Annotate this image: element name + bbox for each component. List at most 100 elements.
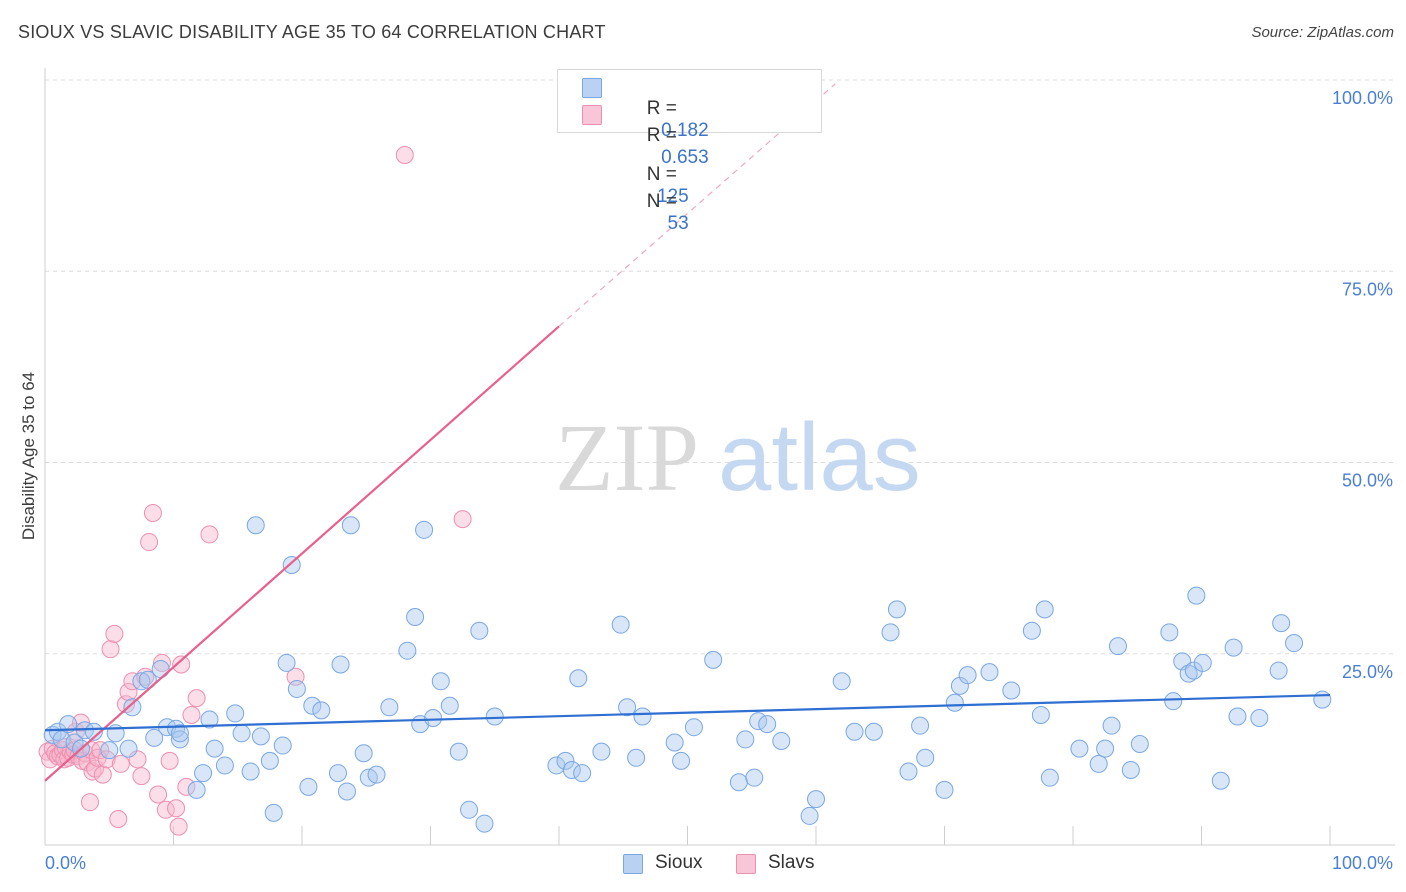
legend-n-label: N = — [646, 164, 677, 185]
legend-row-slavs: R = 0.653 N = 53 — [582, 103, 709, 234]
sioux-point — [200, 710, 219, 729]
sioux-point — [424, 709, 443, 728]
slavs-trend-line — [44, 325, 560, 782]
sioux-point — [170, 730, 189, 749]
chart-title: SIOUX VS SLAVIC DISABILITY AGE 35 TO 64 … — [18, 22, 606, 42]
sioux-point — [916, 748, 935, 767]
sioux-point — [980, 663, 999, 682]
y-tick-label: 75.0% — [1342, 279, 1393, 299]
sioux-point — [800, 806, 819, 825]
sioux-point — [119, 739, 138, 758]
slavs-point — [453, 510, 472, 529]
grid-lines — [45, 79, 1395, 655]
y-tick-label: 25.0% — [1342, 662, 1393, 682]
slavs-point — [200, 525, 219, 544]
sioux-point — [1272, 614, 1291, 633]
sioux-point — [633, 707, 652, 726]
slavs-point — [109, 809, 128, 828]
sioux-point — [1285, 634, 1304, 653]
y-axis-label: Disability Age 35 to 64 — [19, 372, 38, 540]
sioux-point — [1211, 771, 1230, 790]
slavs-point — [80, 793, 99, 812]
slavs-point — [177, 777, 196, 796]
sioux-point — [1121, 761, 1140, 780]
sioux-point — [1193, 653, 1212, 672]
sioux-point — [736, 730, 755, 749]
slavs-series — [38, 145, 472, 836]
legend-r-label: R = — [646, 98, 677, 119]
sioux-point — [232, 724, 251, 743]
sioux-point — [1089, 754, 1108, 773]
watermark-atlas: atlas — [718, 404, 921, 511]
sioux-point — [1313, 690, 1332, 709]
sioux-point — [758, 715, 777, 734]
slavs-point — [132, 767, 151, 786]
sioux-point — [264, 803, 283, 822]
sioux-point — [475, 814, 494, 833]
sioux-point — [864, 722, 883, 741]
x-tick-label: 0.0% — [45, 853, 86, 873]
slavs-point — [119, 683, 138, 701]
sioux-point — [380, 698, 399, 717]
sioux-point — [832, 672, 851, 691]
sioux-point — [287, 679, 306, 698]
sioux-point — [277, 653, 296, 672]
sioux-point — [100, 741, 119, 760]
slavs-point — [143, 503, 162, 522]
sioux-swatch — [582, 78, 602, 98]
slavs-point — [152, 653, 171, 672]
y-tick-label: 50.0% — [1342, 471, 1393, 491]
legend-r-label: R = — [646, 125, 677, 146]
sioux-point — [251, 727, 270, 746]
sioux-point — [187, 780, 206, 799]
sioux-point — [303, 696, 322, 715]
sioux-point — [1031, 705, 1050, 724]
sioux-point — [569, 669, 588, 688]
sioux-point — [151, 660, 170, 679]
tick-labels: 25.0% 50.0% 75.0% 100.0% 0.0% 100.0% — [45, 88, 1393, 873]
sioux-point — [729, 773, 748, 792]
sioux-point — [337, 782, 356, 801]
sioux-point — [562, 761, 581, 780]
slavs-point — [169, 817, 188, 836]
sioux-point — [246, 516, 265, 535]
sioux-point — [1179, 664, 1198, 683]
sioux-point — [911, 716, 930, 735]
sioux-point — [470, 621, 489, 640]
sioux-point — [1228, 707, 1247, 726]
slavs-swatch — [736, 854, 756, 874]
sioux-swatch — [623, 854, 643, 874]
sioux-point — [205, 739, 224, 758]
sioux-point — [282, 556, 301, 575]
sioux-point — [328, 764, 347, 783]
slavs-point — [149, 785, 168, 804]
y-tick-label: 100.0% — [1332, 88, 1393, 108]
legend-n-label: N = — [646, 191, 677, 212]
slavs-point — [101, 640, 120, 659]
sioux-point — [1096, 739, 1115, 758]
slavs-point — [182, 705, 201, 724]
sioux-point — [241, 762, 260, 781]
legend-row-sioux: R = 0.182 N = 125 — [582, 76, 709, 207]
legend-label-slavs: Slavs — [768, 852, 815, 873]
sioux-point — [145, 728, 164, 747]
sioux-point — [887, 600, 906, 619]
sioux-point — [354, 744, 373, 763]
sioux-point — [1035, 600, 1054, 619]
sioux-point — [745, 768, 764, 787]
sioux-point — [945, 693, 964, 712]
sioux-point — [807, 790, 825, 809]
sioux-point — [215, 756, 234, 775]
sioux-point — [170, 724, 189, 743]
sioux-point — [592, 742, 611, 761]
sioux-point — [138, 670, 157, 689]
slavs-r-value: 0.653 — [661, 147, 709, 168]
slavs-point — [160, 751, 179, 770]
sioux-point — [627, 748, 646, 767]
sioux-point — [415, 520, 434, 539]
sioux-point — [132, 672, 151, 691]
axes — [44, 68, 1395, 846]
sioux-point — [704, 650, 723, 669]
slavs-point — [105, 624, 124, 643]
